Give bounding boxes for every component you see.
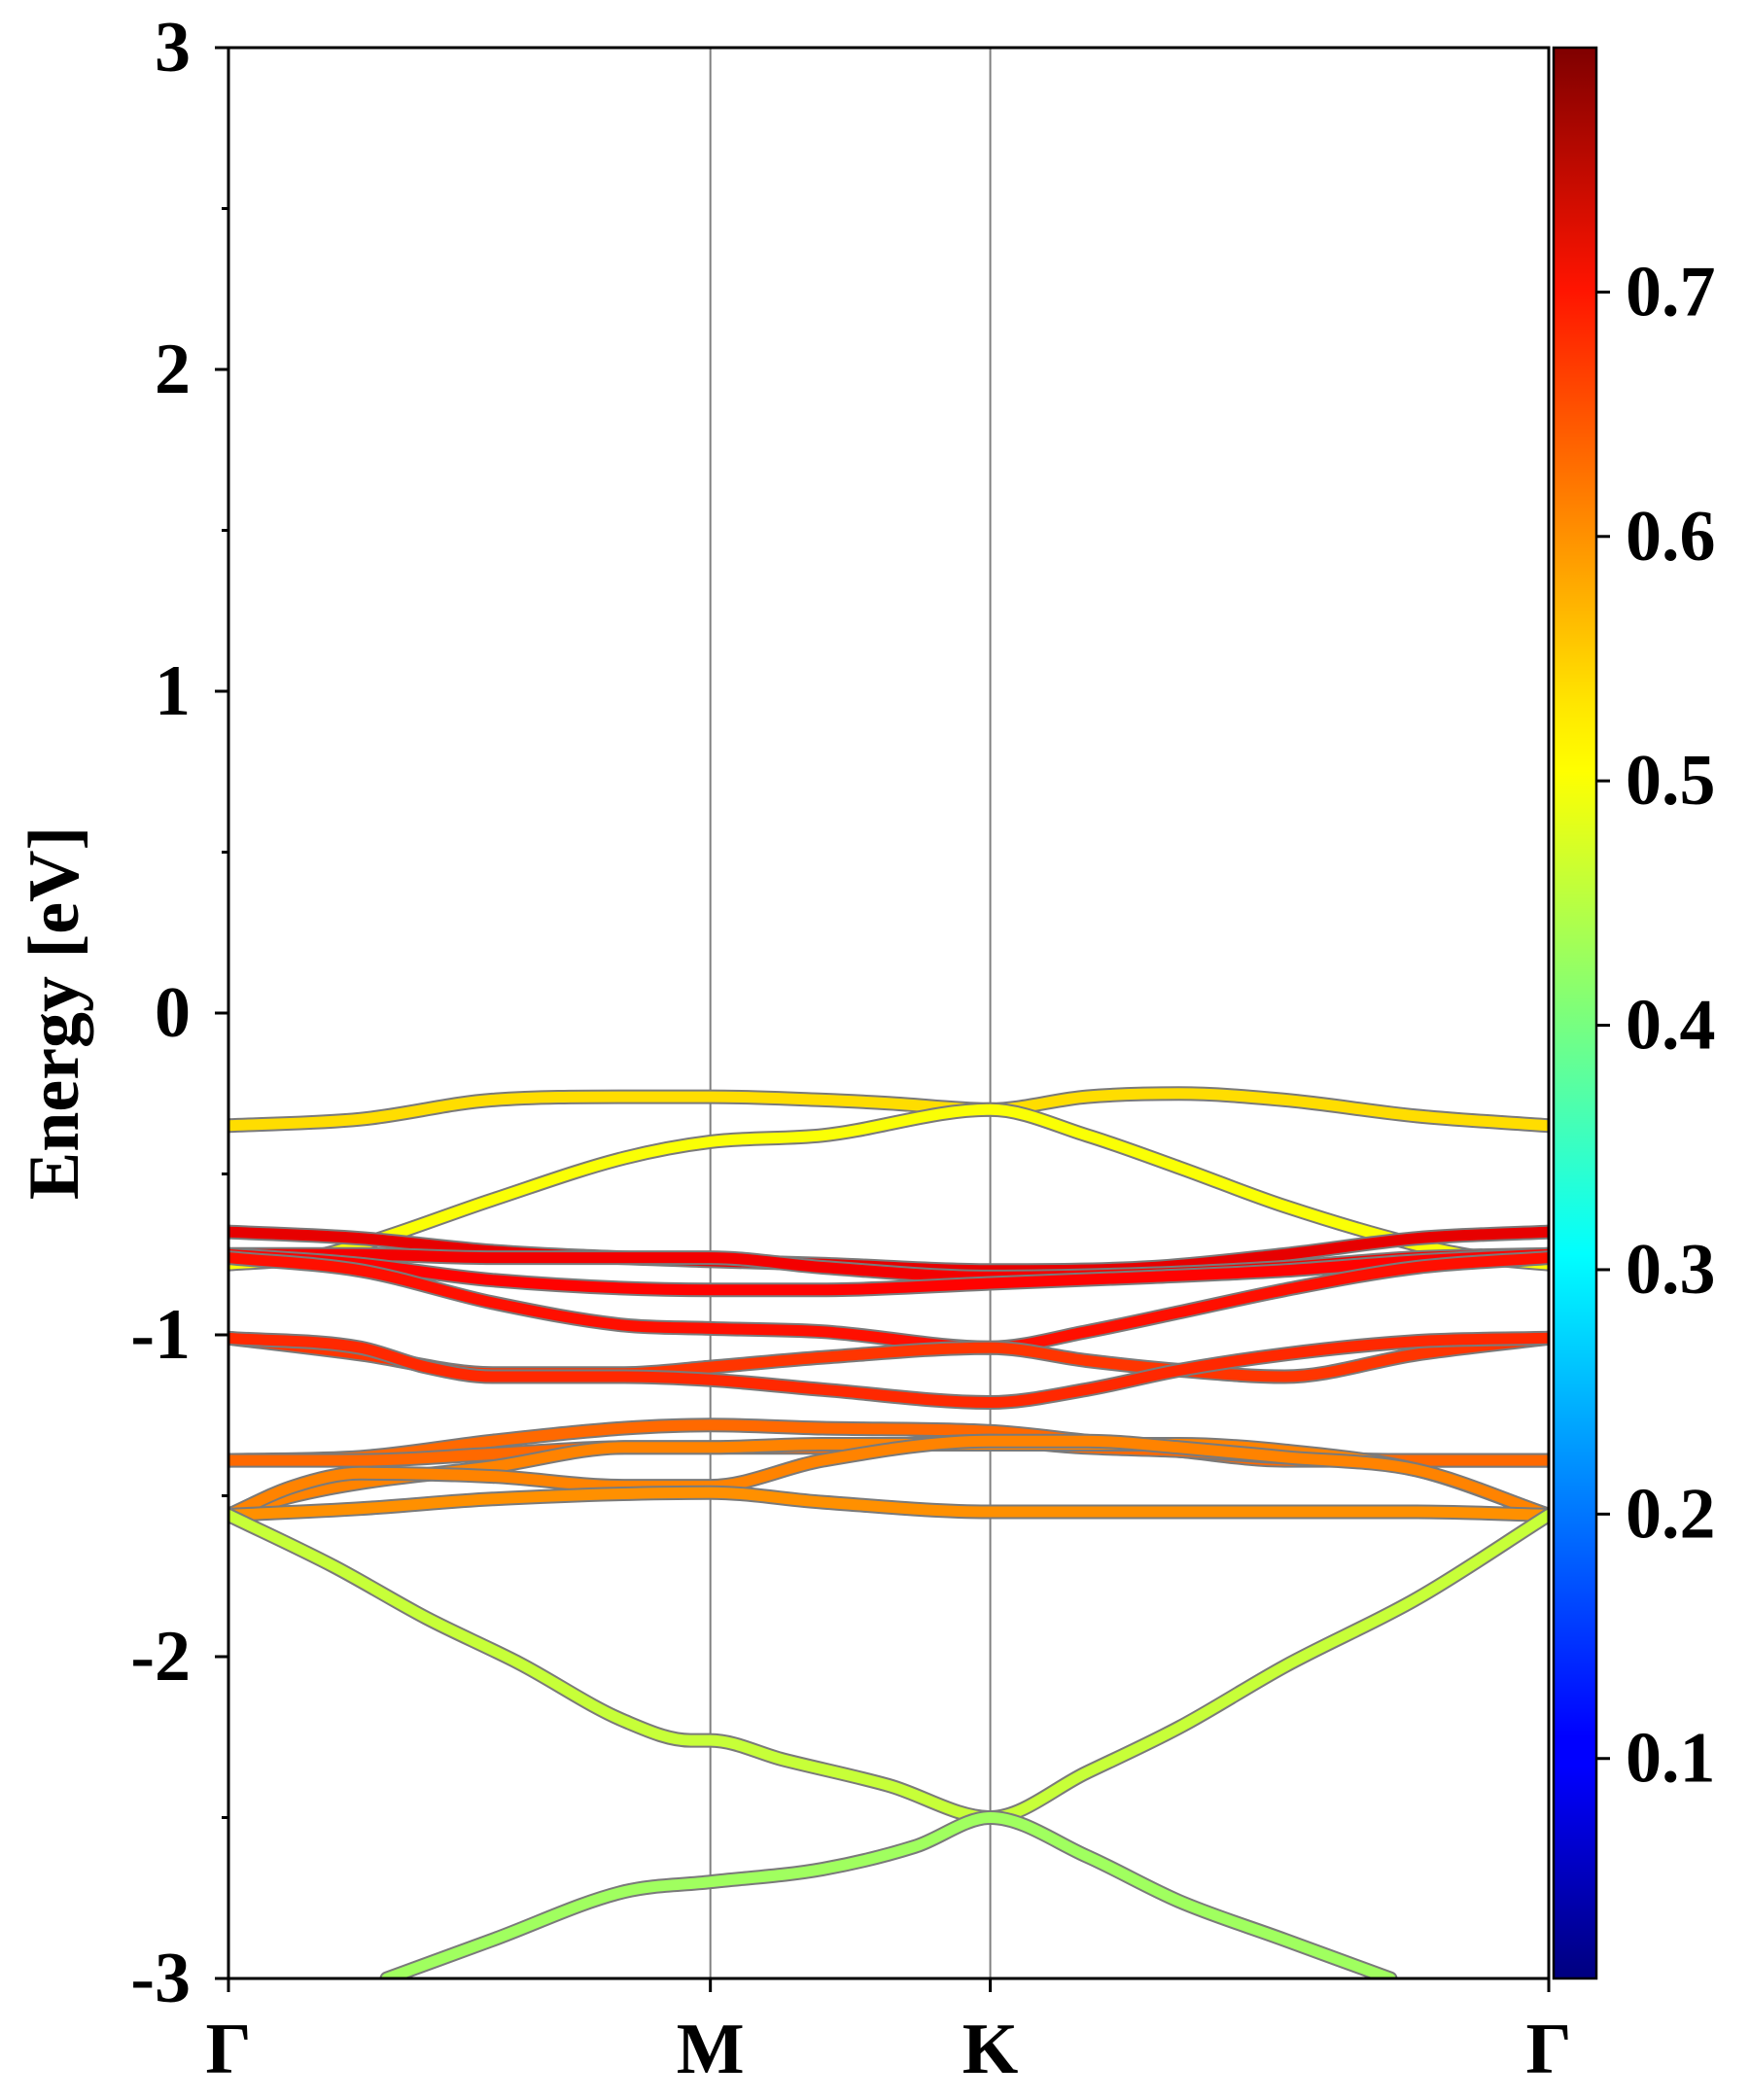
x-tick-label: M xyxy=(677,2010,745,2089)
x-tick-label: Γ xyxy=(205,2010,251,2089)
colorbar-tick-label: 0.7 xyxy=(1626,252,1716,332)
colorbar-tick-label: 0.1 xyxy=(1626,1719,1716,1799)
band-14 xyxy=(228,1509,1549,1823)
y-tick-label: -1 xyxy=(130,1295,191,1375)
colorbar-tick-label: 0.3 xyxy=(1626,1230,1716,1310)
band-13 xyxy=(228,1487,1549,1521)
x-tick-label: K xyxy=(962,2010,1019,2089)
y-tick-label: 3 xyxy=(155,8,191,88)
bands xyxy=(228,1086,1549,1978)
y-axis-label: Energy [eV] xyxy=(15,826,94,1200)
band-15 xyxy=(381,1812,1396,1978)
band-15-outline xyxy=(379,1810,1398,1978)
band-5 xyxy=(228,1248,1549,1296)
y-axis: -3 -2 -1 0 1 2 3 xyxy=(130,8,228,2018)
y-tick-label: -2 xyxy=(130,1617,191,1697)
high-symmetry-lines xyxy=(709,48,992,1978)
y-tick-label: -3 xyxy=(130,1939,191,2018)
plot-frame xyxy=(227,46,1551,1980)
band-14-outline xyxy=(228,1507,1549,1825)
colorbar-ticks: 0.1 0.2 0.3 0.4 0.5 0.6 0.7 xyxy=(1596,252,1716,1799)
colorbar-tick-label: 0.2 xyxy=(1626,1474,1716,1554)
colorbar-tick-label: 0.5 xyxy=(1626,741,1716,821)
band-1 xyxy=(228,1088,1549,1132)
colorbar-tick-label: 0.4 xyxy=(1626,986,1716,1066)
y-tick-label: 2 xyxy=(155,330,191,409)
colorbar-tick-label: 0.6 xyxy=(1626,497,1716,577)
band-12 xyxy=(228,1435,1549,1521)
band-8 xyxy=(228,1332,1549,1408)
band-2 xyxy=(228,1103,1549,1270)
band-6 xyxy=(228,1252,1549,1353)
y-tick-label: 1 xyxy=(155,651,191,731)
colorbar xyxy=(1552,46,1598,1980)
x-tick-label: Γ xyxy=(1525,2010,1571,2089)
y-tick-label: 0 xyxy=(155,973,191,1053)
